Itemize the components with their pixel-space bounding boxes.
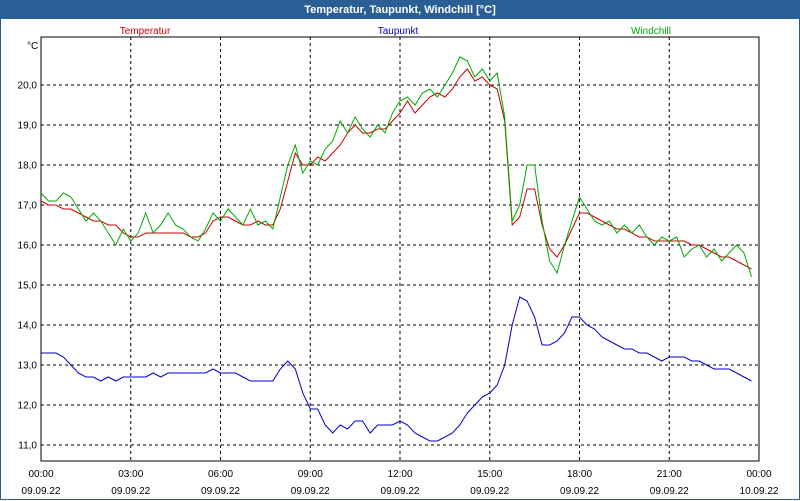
x-tick-date-label: 09.09.22: [560, 486, 599, 497]
x-tick-date-label: 09.09.22: [111, 486, 150, 497]
series-lines: [40, 56, 752, 442]
y-tick-label: 15,0: [18, 281, 38, 292]
y-tick-label: 19,0: [18, 121, 38, 132]
series-line-taupunkt: [41, 296, 752, 442]
y-tick-label: 13,0: [18, 361, 38, 372]
x-tick-time-label: 21:00: [657, 469, 682, 480]
y-axis-label: °C: [27, 41, 38, 52]
x-tick-time-label: 06:00: [208, 469, 233, 480]
x-tick-time-label: 18:00: [567, 469, 592, 480]
x-tick-date-label: 10.09.22: [740, 486, 779, 497]
x-tick-date-label: 09.09.22: [291, 486, 330, 497]
y-tick-label: 18,0: [18, 161, 38, 172]
x-tick-date-label: 09.09.22: [470, 486, 509, 497]
x-tick-time-label: 15:00: [477, 469, 502, 480]
y-tick-label: 16,0: [18, 241, 38, 252]
legend: Temperatur Taupunkt Windchill: [120, 26, 671, 37]
grid-lines: [41, 37, 759, 461]
x-tick-time-label: 03:00: [118, 469, 143, 480]
chart-title: Temperatur, Taupunkt, Windchill [°C]: [1, 1, 799, 19]
x-tick-date-label: 09.09.22: [650, 486, 689, 497]
y-tick-label: 11,0: [18, 441, 37, 452]
x-tick-time-label: 09:00: [298, 469, 323, 480]
tick-labels: 11,0 12,0 13,0 14,0 15,0 16,0 17,0 18,0 19,0 20,0…: [18, 41, 779, 497]
axes: [40, 36, 760, 462]
legend-label-windchill: Windchill: [631, 26, 671, 37]
legend-label-temperatur: Temperatur: [120, 26, 171, 37]
legend-label-taupunkt: Taupunkt: [378, 26, 419, 37]
x-tick-time-label: 00:00: [28, 469, 53, 480]
series-line-temperatur: [40, 68, 752, 270]
x-tick-date-label: 09.09.22: [201, 486, 240, 497]
y-tick-label: 17,0: [18, 201, 38, 212]
y-tick-label: 20,0: [18, 81, 38, 92]
x-tick-time-label: 00:00: [746, 469, 771, 480]
x-tick-time-label: 12:00: [387, 469, 412, 480]
series-line-windchill: [40, 56, 752, 278]
x-tick-date-label: 09.09.22: [381, 486, 420, 497]
x-tick-date-label: 09.09.22: [22, 486, 61, 497]
y-tick-label: 14,0: [18, 321, 38, 332]
y-tick-label: 12,0: [18, 401, 38, 412]
plot-border: [40, 36, 760, 462]
